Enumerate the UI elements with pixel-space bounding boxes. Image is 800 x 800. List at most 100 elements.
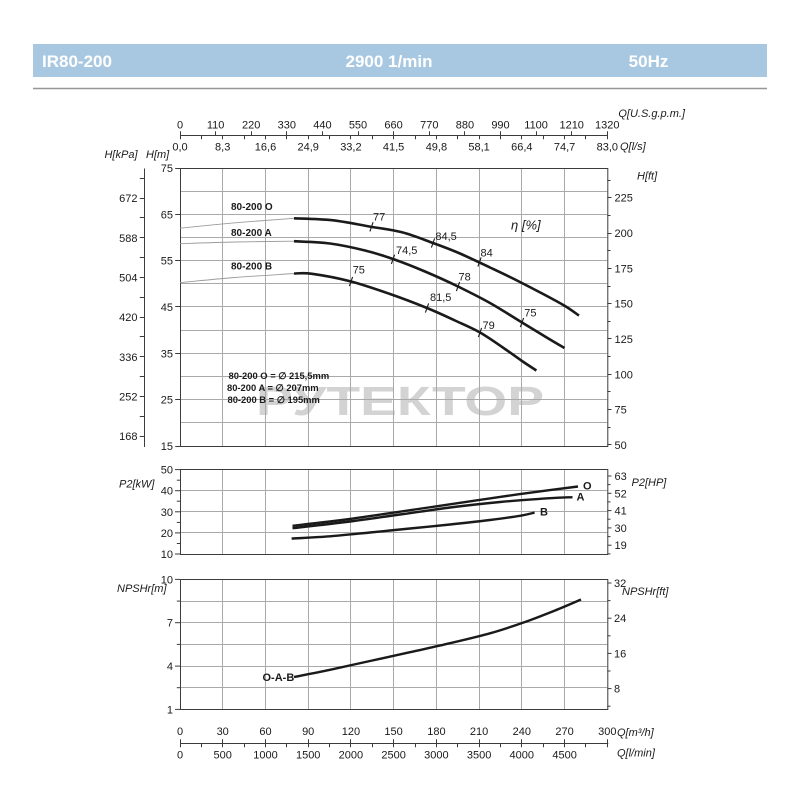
svg-text:180: 180 bbox=[427, 726, 445, 738]
svg-text:41: 41 bbox=[615, 506, 627, 518]
svg-text:2900 1/min: 2900 1/min bbox=[346, 52, 433, 71]
svg-text:504: 504 bbox=[119, 273, 137, 285]
svg-text:80-200 A: 80-200 A bbox=[231, 228, 272, 239]
svg-text:100: 100 bbox=[615, 369, 633, 381]
svg-text:50: 50 bbox=[161, 465, 173, 477]
svg-text:77: 77 bbox=[373, 211, 385, 223]
svg-text:125: 125 bbox=[615, 334, 633, 346]
svg-text:33,2: 33,2 bbox=[340, 142, 361, 154]
svg-text:Q[m³/h]: Q[m³/h] bbox=[617, 727, 655, 739]
svg-text:25: 25 bbox=[161, 395, 173, 407]
svg-text:74,5: 74,5 bbox=[396, 245, 417, 257]
svg-text:168: 168 bbox=[119, 431, 137, 443]
svg-text:Q[U.S.g.p.m.]: Q[U.S.g.p.m.] bbox=[618, 108, 686, 120]
svg-text:Q[l/min]: Q[l/min] bbox=[617, 748, 656, 760]
svg-text:80-200 O: 80-200 O bbox=[231, 202, 273, 213]
svg-text:990: 990 bbox=[491, 120, 509, 132]
svg-text:58,1: 58,1 bbox=[468, 142, 489, 154]
svg-text:10: 10 bbox=[161, 549, 173, 561]
svg-text:210: 210 bbox=[470, 726, 488, 738]
svg-text:1210: 1210 bbox=[559, 120, 583, 132]
svg-text:225: 225 bbox=[615, 193, 633, 205]
svg-text:45: 45 bbox=[161, 302, 173, 314]
svg-text:672: 672 bbox=[119, 193, 137, 205]
svg-text:30: 30 bbox=[161, 507, 173, 519]
svg-text:B: B bbox=[540, 507, 548, 519]
svg-text:80-200 O = ∅ 215,5mm: 80-200 O = ∅ 215,5mm bbox=[229, 370, 330, 381]
svg-text:0,0: 0,0 bbox=[172, 142, 187, 154]
svg-text:35: 35 bbox=[161, 348, 173, 360]
svg-text:3000: 3000 bbox=[424, 750, 448, 762]
svg-text:O-A-B: O-A-B bbox=[263, 672, 295, 684]
svg-text:IR80-200: IR80-200 bbox=[42, 52, 112, 71]
svg-text:660: 660 bbox=[384, 120, 402, 132]
svg-text:P2[HP]: P2[HP] bbox=[632, 477, 668, 489]
svg-text:H[ft]: H[ft] bbox=[637, 171, 658, 183]
svg-text:1500: 1500 bbox=[296, 750, 320, 762]
svg-text:30: 30 bbox=[217, 726, 229, 738]
svg-text:500: 500 bbox=[214, 750, 232, 762]
svg-text:75: 75 bbox=[161, 163, 173, 175]
svg-text:440: 440 bbox=[313, 120, 331, 132]
svg-text:41,5: 41,5 bbox=[383, 142, 404, 154]
svg-text:200: 200 bbox=[615, 228, 633, 240]
svg-text:49,8: 49,8 bbox=[426, 142, 447, 154]
svg-text:75: 75 bbox=[353, 265, 365, 277]
svg-text:РУТЕКТОР: РУТЕКТОР bbox=[256, 378, 544, 424]
svg-text:Q[l/s]: Q[l/s] bbox=[620, 141, 647, 153]
svg-text:240: 240 bbox=[513, 726, 531, 738]
svg-text:19: 19 bbox=[615, 540, 627, 552]
svg-text:3500: 3500 bbox=[467, 750, 491, 762]
svg-text:175: 175 bbox=[615, 263, 633, 275]
svg-text:80-200 B: 80-200 B bbox=[231, 262, 272, 273]
svg-text:NPSHr[ft]: NPSHr[ft] bbox=[622, 586, 669, 598]
svg-text:0: 0 bbox=[177, 726, 183, 738]
svg-text:75: 75 bbox=[524, 308, 536, 320]
svg-text:15: 15 bbox=[161, 441, 173, 453]
svg-text:P2[kW]: P2[kW] bbox=[119, 479, 155, 491]
svg-text:55: 55 bbox=[161, 256, 173, 268]
svg-text:550: 550 bbox=[349, 120, 367, 132]
svg-text:79: 79 bbox=[483, 320, 495, 332]
svg-text:252: 252 bbox=[119, 392, 137, 404]
svg-text:110: 110 bbox=[207, 120, 225, 132]
svg-text:300: 300 bbox=[598, 726, 616, 738]
svg-text:8: 8 bbox=[614, 684, 620, 696]
svg-text:NPSHr[m]: NPSHr[m] bbox=[117, 583, 167, 595]
svg-text:75: 75 bbox=[615, 405, 627, 417]
svg-text:84,5: 84,5 bbox=[435, 231, 456, 243]
svg-text:24: 24 bbox=[614, 613, 626, 625]
svg-text:270: 270 bbox=[555, 726, 573, 738]
svg-text:O: O bbox=[583, 481, 592, 493]
svg-text:32: 32 bbox=[614, 578, 626, 590]
svg-text:330: 330 bbox=[278, 120, 296, 132]
svg-text:80-200 A = ∅ 207mm: 80-200 A = ∅ 207mm bbox=[227, 382, 319, 393]
svg-text:420: 420 bbox=[119, 312, 137, 324]
svg-text:220: 220 bbox=[242, 120, 260, 132]
svg-text:0: 0 bbox=[177, 120, 183, 132]
svg-text:63: 63 bbox=[615, 471, 627, 483]
svg-text:30: 30 bbox=[615, 523, 627, 535]
svg-text:80-200 B = ∅ 195mm: 80-200 B = ∅ 195mm bbox=[228, 394, 320, 405]
svg-text:50Hz: 50Hz bbox=[629, 52, 669, 71]
svg-text:588: 588 bbox=[119, 233, 137, 245]
svg-text:60: 60 bbox=[259, 726, 271, 738]
svg-text:1: 1 bbox=[167, 704, 173, 716]
svg-text:H[kPa]: H[kPa] bbox=[104, 149, 138, 161]
svg-text:24,9: 24,9 bbox=[297, 142, 318, 154]
svg-text:66,4: 66,4 bbox=[511, 142, 532, 154]
svg-text:16,6: 16,6 bbox=[255, 142, 276, 154]
svg-text:10: 10 bbox=[161, 574, 173, 586]
svg-text:4500: 4500 bbox=[552, 750, 576, 762]
svg-text:η [%]: η [%] bbox=[511, 218, 541, 233]
svg-text:2000: 2000 bbox=[339, 750, 363, 762]
svg-text:8,3: 8,3 bbox=[215, 142, 230, 154]
svg-text:52: 52 bbox=[615, 488, 627, 500]
svg-text:A: A bbox=[577, 492, 585, 504]
svg-text:150: 150 bbox=[384, 726, 402, 738]
svg-text:2500: 2500 bbox=[381, 750, 405, 762]
svg-text:120: 120 bbox=[342, 726, 360, 738]
svg-text:50: 50 bbox=[615, 440, 627, 452]
svg-text:0: 0 bbox=[177, 750, 183, 762]
svg-text:84: 84 bbox=[481, 248, 493, 260]
